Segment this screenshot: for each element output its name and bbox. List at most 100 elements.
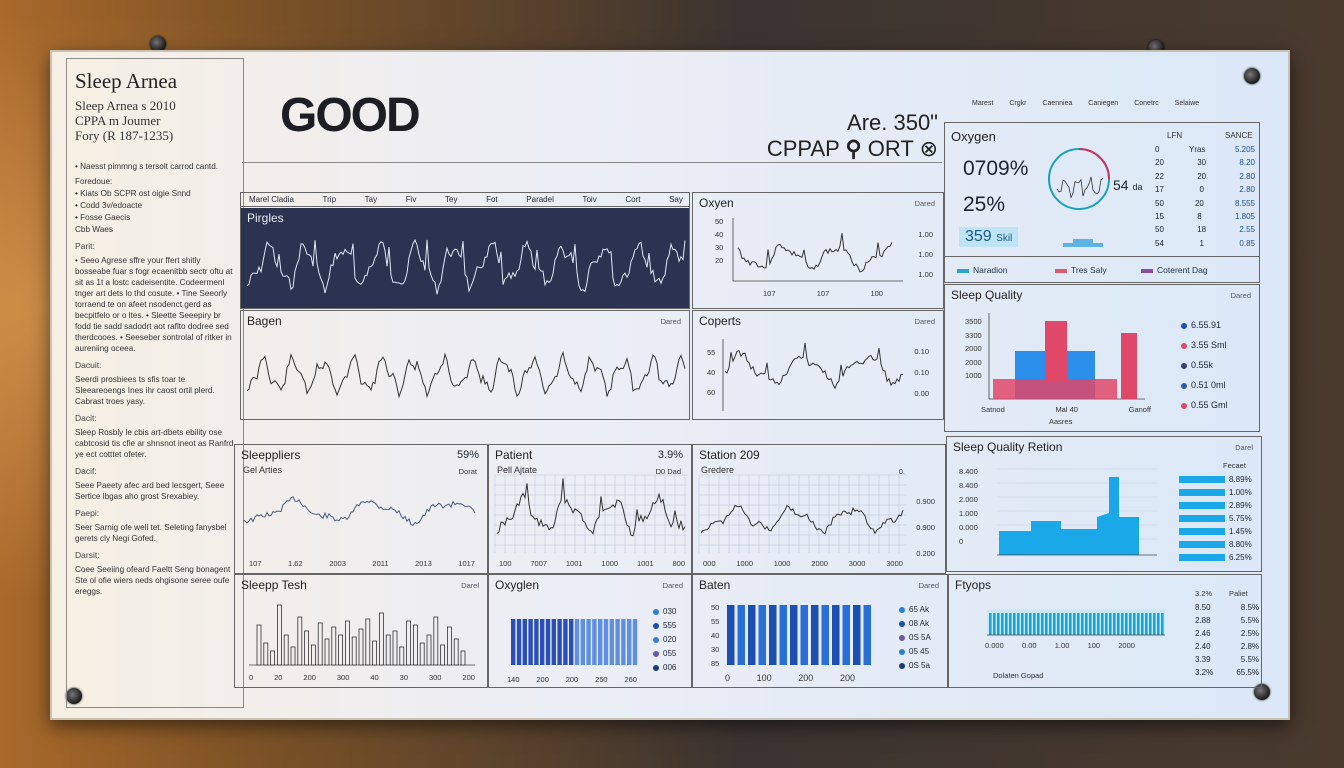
tesh-bar xyxy=(385,634,391,666)
tesh-bar xyxy=(412,624,418,666)
header-nav[interactable]: Marest Crgkr Caenniea Caniegen Conetrc S… xyxy=(972,100,1200,107)
bagen-title: Bagen xyxy=(247,314,282,328)
tesh-bar xyxy=(406,620,412,666)
x-tick: 1000 xyxy=(601,559,619,568)
legend-item: 555 xyxy=(653,619,676,633)
ftyops-bar xyxy=(997,613,1000,635)
sqr-list-value: 8.80% xyxy=(1229,540,1252,549)
table-cell: 2.8% xyxy=(1240,642,1259,651)
legend-label: 08 Ak xyxy=(909,619,930,628)
tab-item[interactable]: Tey xyxy=(445,195,458,204)
tab-item[interactable]: Say xyxy=(669,195,683,204)
tab-item[interactable]: Fiv xyxy=(405,195,417,204)
table-row: 0 Yras 5.205 xyxy=(1155,143,1255,156)
sqr-list-bar xyxy=(1179,489,1225,496)
sqr-list-value: 2.89% xyxy=(1229,501,1252,510)
ftyops-bar xyxy=(1017,613,1020,635)
table-row: 22 20 2.80 xyxy=(1155,170,1255,183)
x-tick: 1000 xyxy=(736,559,753,568)
oxyglen-bar xyxy=(511,619,516,665)
oxyen-y-axis: 50 40 30 20 xyxy=(715,215,723,267)
oxygen-gauge-value: 54 da xyxy=(1113,177,1142,193)
ftyops-bar xyxy=(1129,613,1132,635)
legend-item: 0.51 0ml xyxy=(1181,375,1228,395)
tesh-bar xyxy=(270,650,275,666)
sq-bar xyxy=(993,379,1117,399)
table-row: 2.40 2.8% xyxy=(1195,640,1259,653)
x-tick: 300 xyxy=(428,673,442,682)
sidebar-section-text: Sleep Rosbly le cbis art-dbets ebility o… xyxy=(75,428,234,459)
sleep-quality-panel: Sleep Quality Dared 3500 3300 2000 2000 … xyxy=(944,284,1260,432)
oxyglen-bar xyxy=(569,619,574,665)
legend-item: 0S 5a xyxy=(899,659,931,673)
search-icon[interactable]: ⚲ xyxy=(845,136,862,161)
y-tick: 3500 xyxy=(965,317,982,326)
y-tick: 1.00 xyxy=(918,270,933,279)
y-tick: 0.000 xyxy=(959,523,978,532)
tesh-bar xyxy=(453,638,459,666)
legend-label: Coterent Dag xyxy=(1157,265,1208,275)
x-tick: 2003 xyxy=(329,559,346,568)
tab-item[interactable]: Toiv xyxy=(582,195,597,204)
ftyops-bar xyxy=(1085,613,1088,635)
tab-item[interactable]: Marel Cladia xyxy=(249,195,294,204)
table-cell: 8.50 xyxy=(1195,603,1211,612)
legend-dot xyxy=(1181,322,1187,329)
sq-bar xyxy=(1121,333,1137,399)
sqr-list-bar xyxy=(1179,476,1225,483)
sleeppliers-title: Sleeppliers xyxy=(241,448,301,462)
legend-label: 65 Ak xyxy=(909,605,930,614)
x-tick: 200 xyxy=(839,673,855,683)
station-x-axis: 000 1000 1000 2000 3000 3000 xyxy=(703,559,903,568)
oxyen-x-axis: 107 107 100 xyxy=(763,289,883,298)
bagen-wave xyxy=(246,350,686,399)
oxygen-value-2: 25% xyxy=(963,193,1006,216)
tesh-bar xyxy=(358,628,364,666)
oxyglen-bar xyxy=(586,619,591,665)
ftyops-bar xyxy=(1049,613,1052,635)
table-cell: 0 xyxy=(1155,145,1160,154)
header-cpap: CPPAP ⚲ ORT ⊗ xyxy=(767,136,938,162)
tab-item[interactable]: Cort xyxy=(625,195,641,204)
x-tick: 100 xyxy=(870,289,883,298)
oxyglen-bar xyxy=(603,619,609,665)
sq-legend: 6.55.91 3.55 Sml 0.55k 0.51 0ml 0.55 Gml xyxy=(1181,315,1228,415)
tesh-bar xyxy=(283,634,289,666)
ftyops-bar xyxy=(1149,613,1152,635)
table-cell: 5.205 xyxy=(1234,145,1255,154)
table-cell: Yras xyxy=(1188,145,1206,154)
oxyglen-bar xyxy=(574,619,580,665)
tesh-bar xyxy=(263,642,269,666)
oxyglen-legend: 030 555 020 055 006 xyxy=(653,605,676,675)
sleeppliers-subtitle: Gel Arties xyxy=(243,465,283,475)
y-tick: 3300 xyxy=(965,330,982,340)
oxygen-value-3: 359 Skil xyxy=(959,227,1019,247)
sidebar-title: Sleep Arnea xyxy=(75,69,178,93)
sqr-list-bar xyxy=(1179,502,1225,509)
ftyops-bar xyxy=(1157,613,1160,635)
table-row: 8.50 8.5% xyxy=(1195,601,1259,614)
tesh-bar xyxy=(277,604,282,666)
sqr-area xyxy=(999,477,1139,555)
tab-item[interactable]: Tay xyxy=(364,195,378,204)
tab-item[interactable]: Trip xyxy=(322,195,337,204)
legend-item: 6.55.91 xyxy=(1181,315,1228,335)
tab-item[interactable]: Fot xyxy=(486,195,498,204)
ftyops-bar xyxy=(1045,613,1048,635)
sidebar-item: • Naesst pimmng s tersolt carrod cantd. xyxy=(75,162,219,171)
close-circle-icon[interactable]: ⊗ xyxy=(919,136,938,161)
tesh-bar xyxy=(392,630,398,666)
legend-label: 05 45 xyxy=(909,647,930,656)
tesh-bar xyxy=(440,644,446,666)
sidebar-item: Cbb Waes xyxy=(75,225,113,234)
ftyops-bar xyxy=(1057,613,1060,635)
x-tick: 1017 xyxy=(458,559,475,568)
legend-item: Naradion xyxy=(957,265,1008,275)
legend-label: 030 xyxy=(663,607,677,616)
oxyen-title: Oxyen xyxy=(699,196,734,210)
table-cell: 8.555 xyxy=(1234,198,1255,208)
bagen-panel: Bagen Dared xyxy=(240,310,690,420)
y-tick: 55 xyxy=(707,348,716,357)
tab-item[interactable]: Paradel xyxy=(526,195,554,204)
ftyops-bar xyxy=(1069,613,1072,635)
